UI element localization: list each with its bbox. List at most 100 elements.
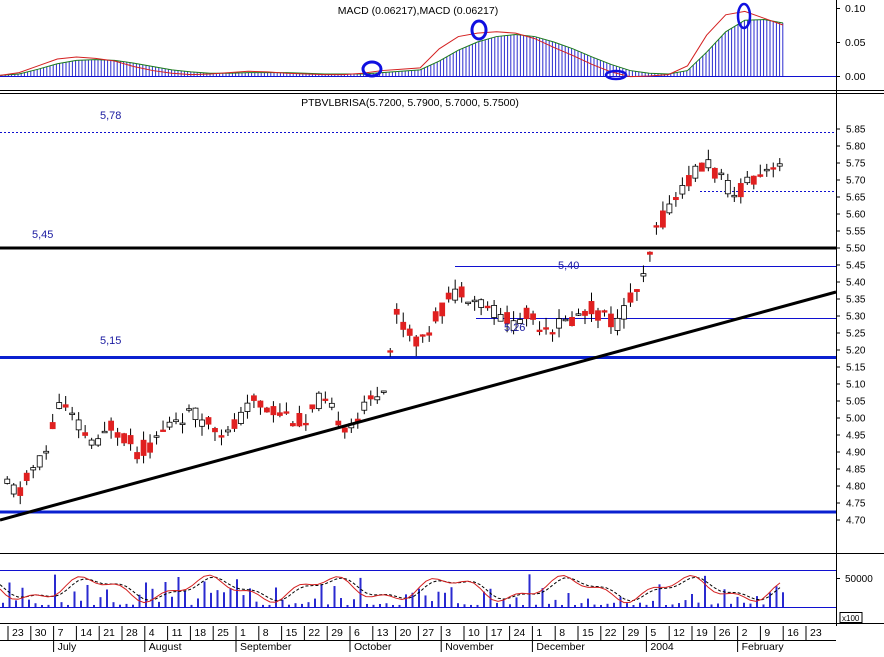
- candle-body: [445, 292, 452, 300]
- candle-body: [179, 422, 186, 425]
- candle-body: [465, 301, 472, 305]
- candle-body: [672, 197, 679, 201]
- x-day-label: 2: [742, 627, 748, 639]
- candle-body: [173, 419, 179, 423]
- x-day-label: 22: [605, 627, 617, 639]
- candle-body: [393, 308, 400, 315]
- candle-body: [49, 422, 56, 430]
- candle-body: [776, 163, 783, 167]
- candle-body: [82, 432, 89, 436]
- candle-body: [510, 320, 517, 331]
- level-label-5-78: 5,78: [100, 110, 121, 122]
- candle-body: [711, 167, 718, 179]
- candle-body: [231, 419, 238, 429]
- price-y-tick: 5.25: [846, 329, 866, 340]
- candle-body: [621, 305, 627, 320]
- macd-line: [0, 10, 784, 78]
- candle-body: [692, 165, 699, 179]
- candle-body: [23, 472, 30, 481]
- x-day-label: 4: [149, 627, 155, 639]
- candle-body: [315, 392, 322, 410]
- macd-y-tick: 0.00: [845, 71, 866, 83]
- price-y-tick: 4.90: [846, 448, 866, 459]
- price-y-tick: 5.00: [846, 414, 866, 425]
- x-day-label: 25: [217, 627, 229, 639]
- x-month-label: 2004: [650, 641, 674, 652]
- candle-body: [595, 310, 601, 321]
- candle-body: [238, 411, 244, 424]
- candle-body: [556, 318, 562, 329]
- x-day-label: 26: [719, 627, 731, 639]
- macd-marker-circle: [736, 2, 752, 30]
- candle-body: [218, 435, 225, 438]
- candle-body: [549, 332, 556, 335]
- candle-body: [302, 422, 309, 426]
- price-y-tick: 4.95: [846, 431, 866, 442]
- price-y-tick: 5.45: [846, 261, 866, 272]
- candle-body: [160, 429, 166, 432]
- x-day-label: 14: [80, 627, 92, 639]
- x-day-label: 30: [35, 627, 47, 639]
- candle-body: [569, 317, 575, 327]
- x-day-label: 28: [126, 627, 138, 639]
- macd-panel: MACD (0.06217),MACD (0.06217) 0.10 0.05 …: [0, 2, 866, 83]
- x-day-label: 27: [422, 627, 434, 639]
- level-label-5-15: 5,15: [100, 335, 121, 347]
- candle-body: [452, 288, 459, 301]
- candle-body: [750, 175, 757, 185]
- candle-body: [10, 484, 17, 495]
- candle-body: [140, 439, 147, 456]
- x-axis: 23 30 7 14 21 28 4 11 18 25 1 8 15 22 29 6 13 20 27 3 10 17 24…: [7, 626, 822, 653]
- x-day-label: 17: [491, 627, 503, 639]
- x-day-label: 10: [468, 627, 480, 639]
- price-y-tick: 4.75: [846, 499, 866, 510]
- candle-body: [108, 420, 115, 431]
- candle-body: [608, 313, 614, 328]
- candle-body: [705, 159, 712, 169]
- candle-body: [309, 404, 316, 410]
- candle-body: [328, 402, 335, 408]
- candle-body: [439, 302, 446, 317]
- candle-body: [406, 328, 413, 336]
- candle-body: [322, 398, 329, 401]
- candle-body: [367, 395, 374, 400]
- candle-body: [289, 423, 296, 427]
- candle-body: [757, 174, 764, 177]
- candle-body: [614, 317, 621, 331]
- price-y-tick: 5.65: [846, 193, 866, 204]
- candle-body: [341, 427, 348, 433]
- candle-body: [17, 487, 24, 496]
- price-y-tick: 4.85: [846, 465, 866, 476]
- candle-body: [413, 336, 420, 347]
- candle-body: [166, 421, 173, 428]
- volume-panel: 50000 x100: [0, 570, 873, 623]
- x-day-label: 18: [194, 627, 206, 639]
- candle-body: [523, 307, 530, 320]
- macd-y-axis: 0.10 0.05 0.00: [836, 3, 866, 83]
- candle-body: [718, 172, 725, 176]
- price-y-tick: 5.85: [846, 125, 866, 136]
- x-day-label: 24: [514, 627, 526, 639]
- x-day-label: 21: [103, 627, 115, 639]
- candle-body: [491, 304, 498, 318]
- candle-body: [666, 203, 673, 214]
- macd-marker-circle: [361, 60, 383, 78]
- candle-body: [296, 413, 303, 427]
- level-label-5-26: 5,26: [504, 322, 525, 334]
- macd-title: MACD (0.06217),MACD (0.06217): [338, 5, 498, 17]
- price-y-tick: 5.55: [846, 227, 866, 238]
- x-month-label: September: [240, 641, 292, 652]
- candle-body: [127, 435, 134, 445]
- price-y-tick: 5.05: [846, 397, 866, 408]
- candle-body: [653, 225, 660, 228]
- price-y-tick: 5.50: [846, 244, 866, 255]
- candle-body: [36, 455, 43, 468]
- candle-body: [419, 334, 426, 337]
- macd-y-tick: 0.10: [845, 3, 866, 15]
- candle-body: [4, 478, 11, 484]
- candle-body: [134, 452, 140, 460]
- x-day-label: 23: [810, 627, 822, 639]
- macd-marker-circle: [470, 19, 488, 41]
